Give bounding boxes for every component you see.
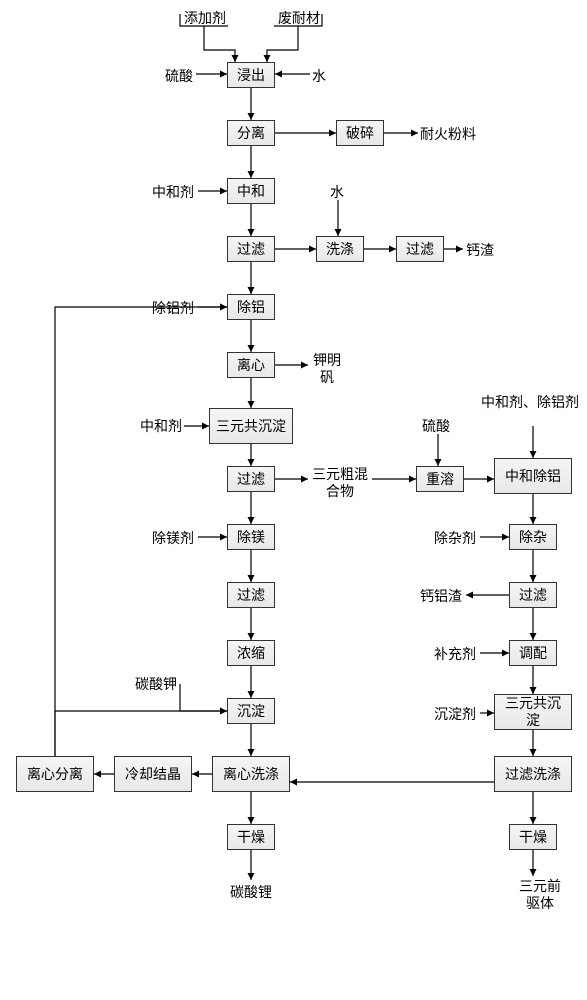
label-waste-refractory: 废耐材 [278,10,320,27]
label-neutralizer-2: 中和剂 [140,418,182,435]
box-label: 除铝 [237,299,265,316]
box-cool-crystallize: 冷却结晶 [114,756,192,792]
label-ca-al-slag: 钙铝渣 [420,588,462,605]
box-centrifuge: 离心 [227,352,275,378]
box-filter5: 过滤 [509,582,557,608]
label-k2co3: 碳酸钾 [135,676,177,693]
label-impurity-remover: 除杂剂 [434,530,476,547]
box-label: 浸出 [237,67,265,84]
box-filter2: 过滤 [396,236,444,262]
box-label: 干燥 [519,829,547,846]
label-neutralizer: 中和剂 [152,184,194,201]
box-label: 三元共沉淀 [216,418,286,435]
box-remove-mg: 除镁 [227,524,275,550]
box-concentrate: 浓缩 [227,640,275,666]
box-label: 过滤 [519,587,547,604]
label-additive: 添加剂 [184,10,226,27]
box-label: 中和 [237,183,265,200]
label-sulfuric-1: 硫酸 [165,68,193,85]
box-tri-coprecip-1: 三元共沉淀 [209,408,293,444]
box-label: 分离 [237,125,265,142]
label-potassium-alum: 钾明矾 [311,352,343,386]
box-separate: 分离 [227,120,275,146]
label-neut-al-agent: 中和剂、除铝剂 [480,394,580,411]
box-label: 过滤洗涤 [505,766,561,783]
box-blend: 调配 [509,640,557,666]
box-dry2: 干燥 [509,824,557,850]
box-redissolve: 重溶 [416,466,464,492]
box-label: 除杂 [519,529,547,546]
box-label: 离心洗涤 [223,766,279,783]
box-label: 破碎 [346,125,374,142]
label-ca-slag: 钙渣 [466,242,494,259]
box-label: 重溶 [426,471,454,488]
box-label: 调配 [519,645,547,662]
box-neutralize-remove-al: 中和除铝 [494,458,572,494]
box-label: 除镁 [237,529,265,546]
box-label: 过滤 [237,471,265,488]
box-label: 洗涤 [326,241,354,258]
box-remove-impurity: 除杂 [509,524,557,550]
box-filter1: 过滤 [227,236,275,262]
box-filter4: 过滤 [227,582,275,608]
label-refractory-powder: 耐火粉料 [420,126,476,143]
box-filter-wash-2: 过滤洗涤 [494,756,572,792]
label-li2co3: 碳酸锂 [230,884,272,901]
box-label: 过滤 [237,241,265,258]
box-label: 离心分离 [27,766,83,783]
label-tri-crude-mix: 三元粗混合物 [310,466,370,500]
box-remove-al: 除铝 [227,294,275,320]
label-supplement: 补充剂 [434,646,476,663]
label-sulfuric-2: 硫酸 [422,418,450,435]
box-label: 干燥 [237,829,265,846]
label-water-1: 水 [312,68,326,85]
label-precipitant: 沉淀剂 [434,706,476,723]
box-crush: 破碎 [336,120,384,146]
label-al-remover: 除铝剂 [152,300,194,317]
label-water-2: 水 [330,184,344,201]
label-ternary-precursor: 三元前驱体 [515,878,565,912]
box-wash1: 洗涤 [316,236,364,262]
box-label: 沉淀 [237,703,265,720]
box-label: 过滤 [237,587,265,604]
box-neutral: 中和 [227,178,275,204]
box-label: 冷却结晶 [125,766,181,783]
label-mg-remover: 除镁剂 [152,530,194,547]
box-label: 离心 [237,357,265,374]
box-tri-coprecip-2: 三元共沉淀 [494,694,572,730]
box-precipitate: 沉淀 [227,698,275,724]
box-label: 中和除铝 [505,468,561,485]
box-label: 过滤 [406,241,434,258]
box-label: 三元共沉淀 [501,695,565,729]
box-centrifuge-separate: 离心分离 [16,756,94,792]
box-leach: 浸出 [227,62,275,88]
flowchart-arrows [0,0,587,1000]
box-centrifuge-wash: 离心洗涤 [212,756,290,792]
box-label: 浓缩 [237,645,265,662]
box-dry1: 干燥 [227,824,275,850]
box-filter3: 过滤 [227,466,275,492]
